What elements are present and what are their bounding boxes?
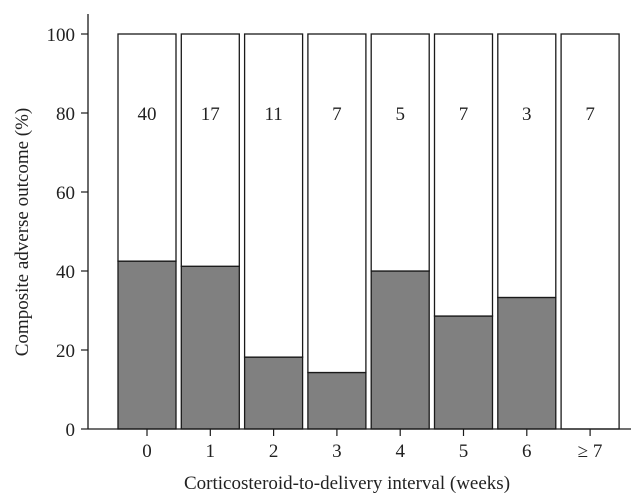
bar-segment (497, 33, 557, 299)
x-tick-label: 4 (395, 441, 405, 462)
bar-count-label: 7 (585, 104, 595, 125)
x-tick-label: 1 (206, 441, 216, 462)
y-tick-label: 0 (66, 420, 76, 441)
bar-segment (243, 33, 304, 358)
bar-count-label: 40 (138, 104, 157, 125)
x-tick-label: 5 (459, 441, 469, 462)
bar-count-label: 5 (395, 104, 405, 125)
y-tick-label: 40 (56, 262, 75, 283)
x-tick-label: 2 (269, 441, 279, 462)
bar-segment (307, 371, 367, 430)
y-tick-label: 100 (47, 25, 76, 46)
x-tick-label: 6 (522, 441, 532, 462)
bar-segment (117, 33, 177, 262)
y-axis-title: Composite adverse outcome (%) (12, 108, 33, 357)
bar-labels-layer: 40 17 11 7 5 7 3 7 (138, 104, 595, 125)
bar-segment (307, 33, 367, 374)
bars-layer (117, 33, 620, 430)
x-tick-label: ≥ 7 (578, 441, 603, 462)
bar-segment (433, 33, 494, 317)
bar-count-label: 3 (522, 104, 532, 125)
bar-segment (497, 296, 557, 430)
bar-segment (243, 356, 304, 430)
x-axis-title: Corticosteroid-to-delivery interval (wee… (184, 473, 510, 493)
x-tick-label: 3 (332, 441, 342, 462)
bar-count-label: 11 (264, 104, 282, 125)
bar-count-label: 7 (332, 104, 342, 125)
axes-layer: 0 1 2 3 4 5 6 ≥ 7 0 20 40 60 80 100 (47, 14, 631, 462)
bar-count-label: 7 (459, 104, 469, 125)
bar-segment (180, 33, 240, 267)
bar-segment (433, 315, 494, 430)
bar-segment (370, 270, 430, 430)
y-tick-label: 60 (56, 183, 75, 204)
bar-segment (180, 265, 240, 430)
bar-segment (370, 33, 430, 272)
y-tick-label: 80 (56, 104, 75, 125)
x-tick-label: 0 (142, 441, 152, 462)
bar-count-label: 17 (201, 104, 220, 125)
bar-segment (560, 33, 620, 430)
bar-segment (117, 260, 177, 430)
y-tick-label: 20 (56, 341, 75, 362)
